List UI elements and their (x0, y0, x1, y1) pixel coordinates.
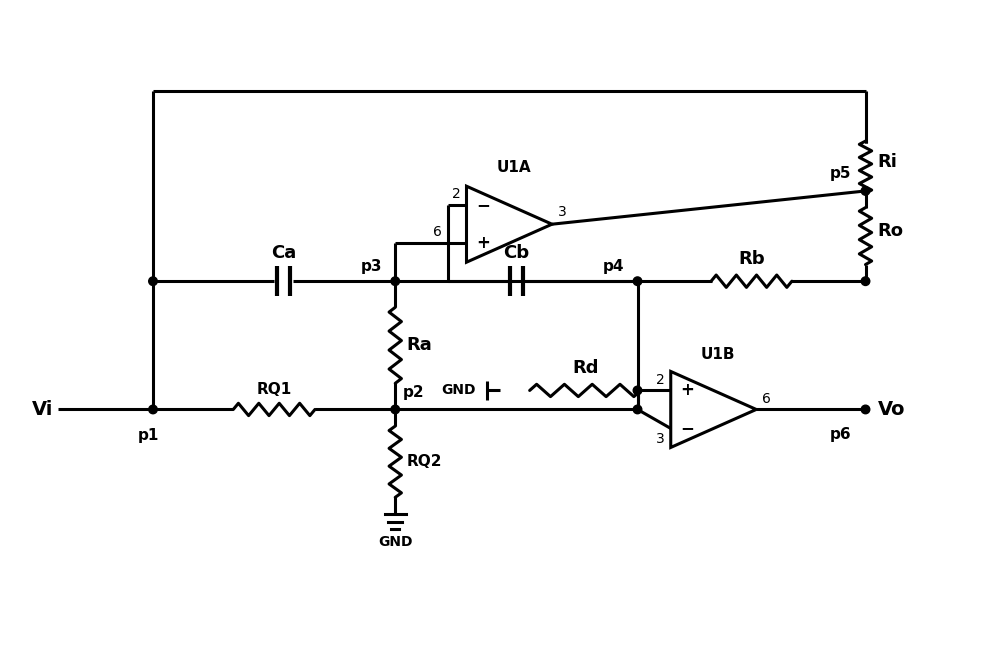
Text: Vo: Vo (878, 400, 905, 419)
Text: p2: p2 (403, 385, 424, 400)
Text: p3: p3 (360, 259, 382, 273)
Polygon shape (466, 186, 552, 262)
Text: p1: p1 (138, 428, 159, 444)
Circle shape (391, 405, 400, 414)
Text: U1B: U1B (701, 347, 736, 362)
Polygon shape (671, 372, 756, 448)
Circle shape (391, 277, 400, 285)
Text: 3: 3 (656, 432, 665, 446)
Text: U1A: U1A (497, 160, 531, 175)
Text: Ra: Ra (407, 336, 432, 354)
Circle shape (149, 277, 157, 285)
Text: RQ1: RQ1 (256, 382, 292, 397)
Circle shape (149, 405, 157, 414)
Circle shape (861, 277, 870, 285)
Text: 2: 2 (452, 188, 461, 201)
Text: Ro: Ro (878, 222, 904, 240)
Text: GND: GND (442, 384, 476, 398)
Text: 6: 6 (433, 225, 442, 239)
Text: +: + (680, 382, 694, 400)
Text: −: − (680, 420, 694, 438)
Circle shape (633, 277, 642, 285)
Text: −: − (476, 196, 490, 214)
Circle shape (633, 386, 642, 395)
Text: p5: p5 (830, 166, 851, 182)
Text: Vi: Vi (32, 400, 53, 419)
Circle shape (633, 405, 642, 414)
Text: Cb: Cb (503, 244, 529, 262)
Text: GND: GND (378, 535, 413, 549)
Text: Rd: Rd (572, 359, 598, 377)
Text: 6: 6 (762, 392, 771, 406)
Text: +: + (476, 234, 490, 252)
Text: p6: p6 (830, 426, 851, 442)
Text: 2: 2 (656, 372, 665, 386)
Text: Ri: Ri (878, 154, 898, 172)
Circle shape (861, 405, 870, 414)
Text: 3: 3 (558, 205, 566, 219)
Text: p4: p4 (603, 259, 624, 273)
Circle shape (861, 187, 870, 196)
Text: Rb: Rb (738, 250, 765, 268)
Text: RQ2: RQ2 (407, 454, 442, 469)
Text: Ca: Ca (271, 244, 296, 262)
